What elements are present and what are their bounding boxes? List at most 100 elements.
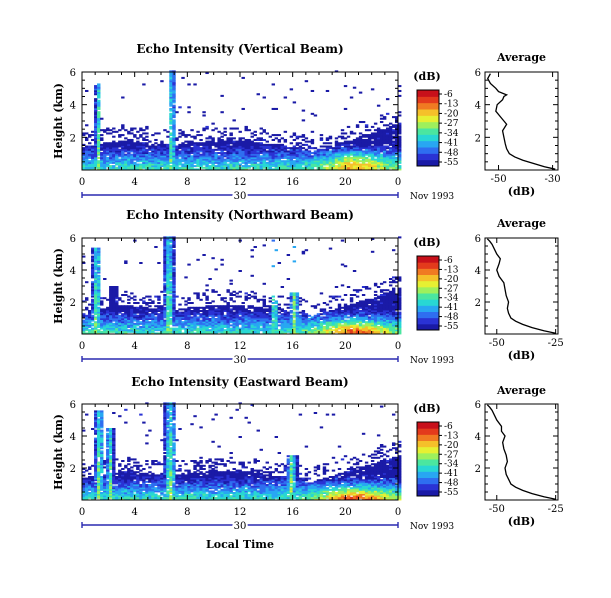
heatmap-cell bbox=[97, 148, 101, 151]
heatmap-cell bbox=[112, 311, 116, 314]
heatmap-cell bbox=[145, 166, 149, 169]
heatmap-cell bbox=[301, 329, 306, 332]
heatmap-cell bbox=[172, 158, 176, 161]
heatmap-cell bbox=[91, 493, 95, 496]
heatmap-cell bbox=[163, 156, 167, 159]
heatmap-cell bbox=[334, 147, 339, 150]
heatmap-cell bbox=[394, 318, 399, 320]
heatmap-cell bbox=[355, 330, 360, 333]
heatmap-cell bbox=[124, 165, 128, 168]
heatmap-cell bbox=[253, 318, 257, 320]
heatmap-cell bbox=[274, 321, 279, 324]
heatmap-cell bbox=[145, 332, 149, 335]
heatmap-cell bbox=[292, 161, 297, 164]
heatmap-cell bbox=[127, 318, 131, 320]
heatmap-cell bbox=[316, 150, 321, 153]
heatmap-cell bbox=[379, 316, 384, 319]
heatmap-cell bbox=[376, 137, 381, 140]
heatmap-cell bbox=[376, 145, 381, 148]
panel-vertical: Echo Intensity (Vertical Beam)0 4 8 12 16 20 0… bbox=[52, 42, 561, 204]
heatmap-cell bbox=[352, 158, 357, 161]
heatmap-cell bbox=[106, 129, 110, 132]
heatmap-cell bbox=[85, 487, 89, 490]
heatmap-cell bbox=[82, 134, 86, 137]
heatmap-cell bbox=[337, 332, 342, 335]
heatmap-cell bbox=[310, 160, 315, 163]
heatmap-cell bbox=[97, 316, 101, 319]
heatmap-cell bbox=[304, 330, 309, 333]
heatmap-cell bbox=[340, 324, 345, 327]
heatmap-cell bbox=[286, 306, 291, 309]
heatmap-cell bbox=[163, 302, 167, 304]
heatmap-cell bbox=[334, 156, 339, 159]
heatmap-cell bbox=[289, 155, 294, 158]
heatmap-cell bbox=[109, 302, 113, 304]
heatmap-cell bbox=[361, 310, 366, 312]
heatmap-cell bbox=[394, 166, 399, 169]
heatmap-cell bbox=[361, 150, 366, 153]
heatmap-cell bbox=[214, 142, 218, 145]
heatmap-cell bbox=[265, 305, 269, 308]
heatmap-cell bbox=[292, 138, 297, 141]
heatmap-cell bbox=[217, 152, 221, 155]
heatmap-cell bbox=[232, 330, 236, 333]
heatmap-cell bbox=[268, 152, 272, 155]
heatmap-cell bbox=[169, 244, 173, 247]
heatmap-cell bbox=[331, 318, 336, 320]
heatmap-cell bbox=[358, 143, 363, 146]
heatmap-cell bbox=[169, 289, 173, 292]
heatmap-cell bbox=[382, 145, 387, 148]
heatmap-cell bbox=[211, 310, 215, 312]
heatmap-cell bbox=[226, 158, 230, 161]
heatmap-cell bbox=[196, 150, 200, 153]
heatmap-cell bbox=[388, 316, 393, 319]
heatmap-cell bbox=[211, 142, 215, 145]
heatmap-cell bbox=[172, 112, 176, 115]
heatmap-cell bbox=[379, 148, 384, 151]
heatmap-cell bbox=[151, 165, 155, 168]
heatmap-cell bbox=[205, 322, 209, 325]
heatmap-cell bbox=[97, 137, 101, 140]
heatmap-cell bbox=[151, 313, 155, 316]
heatmap-cell bbox=[325, 150, 330, 153]
heatmap-cell bbox=[337, 319, 342, 322]
heatmap-cell bbox=[118, 155, 122, 158]
heatmap-cell bbox=[163, 152, 167, 155]
heatmap-cell bbox=[193, 156, 197, 159]
heatmap-cell bbox=[382, 305, 387, 308]
heatmap-cell bbox=[382, 300, 387, 303]
heatmap-cell bbox=[163, 322, 167, 325]
heatmap-cell bbox=[388, 281, 393, 284]
heatmap-cell bbox=[328, 318, 333, 320]
heatmap-cell bbox=[256, 163, 260, 166]
heatmap-cell bbox=[271, 143, 276, 146]
heatmap-cell bbox=[187, 153, 191, 156]
date-label: Nov 1993 bbox=[410, 192, 454, 202]
heatmap-cell bbox=[295, 161, 300, 164]
heatmap-cell bbox=[133, 310, 137, 312]
heatmap-cell bbox=[382, 292, 387, 295]
heatmap-cell bbox=[124, 321, 128, 324]
heatmap-cell bbox=[187, 327, 191, 330]
heatmap-cell bbox=[268, 153, 272, 156]
heatmap-cell bbox=[313, 155, 318, 158]
heatmap-cell bbox=[166, 327, 170, 330]
heatmap-cell bbox=[175, 168, 179, 171]
heatmap-cell bbox=[280, 314, 285, 317]
heatmap-cell bbox=[280, 332, 285, 335]
heatmap-cell bbox=[337, 330, 342, 333]
heatmap-cell bbox=[88, 468, 92, 470]
heatmap-cell bbox=[172, 254, 176, 256]
heatmap-cell bbox=[247, 324, 251, 327]
heatmap-cell bbox=[94, 109, 98, 112]
heatmap-cell bbox=[91, 487, 95, 490]
heatmap-cell bbox=[334, 298, 339, 301]
heatmap-cell bbox=[85, 158, 89, 161]
heatmap-cell bbox=[274, 147, 279, 150]
heatmap-cell bbox=[169, 292, 173, 295]
heatmap-cell bbox=[376, 160, 381, 163]
heatmap-cell bbox=[385, 147, 390, 150]
heatmap-cell bbox=[364, 308, 369, 311]
heatmap-cell bbox=[259, 150, 263, 153]
heatmap-cell bbox=[370, 321, 375, 324]
